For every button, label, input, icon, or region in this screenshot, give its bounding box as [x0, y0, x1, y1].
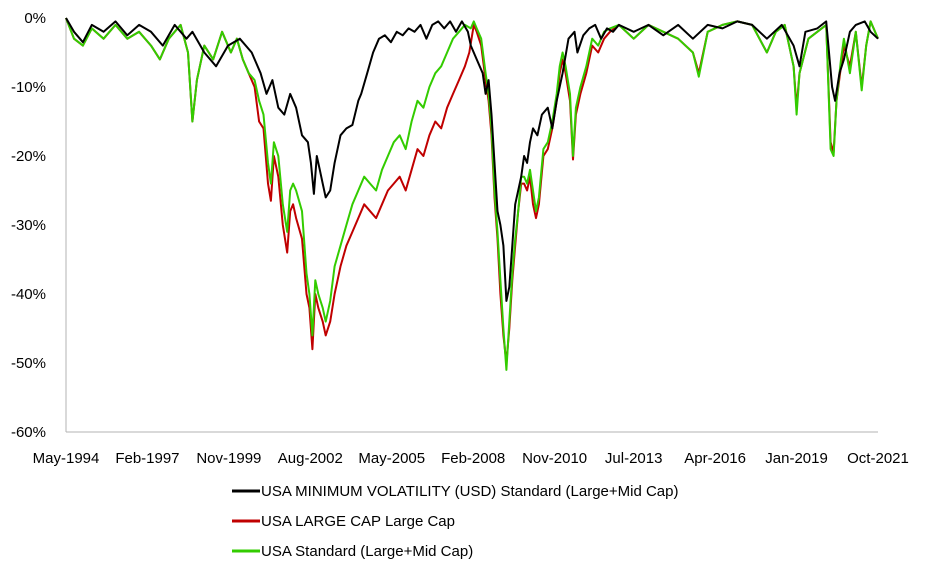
x-tick-label: Jul-2013	[605, 450, 663, 467]
x-tick-label: Oct-2021	[847, 450, 909, 467]
legend-label: USA MINIMUM VOLATILITY (USD) Standard (L…	[261, 483, 679, 500]
x-tick-label: Aug-2002	[278, 450, 343, 467]
y-axis-tick-labels: 0% -10% -20% -30% -40% -50% -60%	[11, 10, 46, 441]
x-tick-label: Jan-2019	[765, 450, 828, 467]
x-tick-label: Feb-2008	[441, 450, 505, 467]
series-line	[65, 17, 879, 302]
y-tick-label: 0%	[24, 10, 46, 27]
y-tick-label: -10%	[11, 79, 46, 96]
legend-label: USA Standard (Large+Mid Cap)	[261, 543, 473, 560]
chart-legend: USA MINIMUM VOLATILITY (USD) Standard (L…	[232, 483, 679, 560]
series-line	[65, 17, 879, 371]
legend-label: USA LARGE CAP Large Cap	[261, 513, 455, 530]
y-tick-label: -40%	[11, 286, 46, 303]
y-tick-label: -30%	[11, 217, 46, 234]
y-tick-label: -60%	[11, 424, 46, 441]
x-tick-label: Apr-2016	[684, 450, 746, 467]
x-tick-label: Nov-2010	[522, 450, 587, 467]
x-tick-label: May-1994	[33, 450, 100, 467]
x-axis-tick-labels: May-1994 Feb-1997 Nov-1999 Aug-2002 May-2005…	[33, 450, 909, 467]
series-lines	[65, 17, 879, 371]
y-tick-label: -50%	[11, 355, 46, 372]
x-tick-label: May-2005	[358, 450, 425, 467]
x-tick-label: Feb-1997	[115, 450, 179, 467]
y-tick-label: -20%	[11, 148, 46, 165]
x-tick-label: Nov-1999	[196, 450, 261, 467]
